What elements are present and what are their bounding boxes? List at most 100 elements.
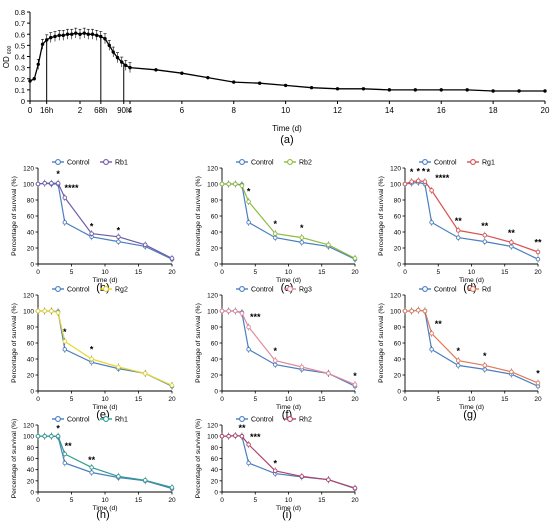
e-data-point	[116, 364, 121, 370]
b-data-point	[116, 234, 121, 240]
d-data-point	[482, 239, 488, 244]
c-x-tick-label: 5	[253, 269, 257, 276]
g-data-point	[429, 347, 434, 352]
d-y-tick-label: 20	[394, 246, 402, 253]
c-legend-marker	[287, 159, 293, 165]
f-x-tick-label: 10	[285, 396, 293, 403]
b-data-point	[55, 180, 61, 186]
c-significance-mark: *	[300, 223, 304, 233]
f-data-point	[272, 358, 278, 363]
e-y-tick-label: 60	[27, 341, 35, 348]
i-data-point	[326, 477, 331, 482]
h-x-tick-label: 10	[101, 497, 109, 504]
a-data-point	[70, 32, 74, 36]
h-legend-marker	[55, 416, 61, 422]
b-legend-marker	[55, 159, 61, 165]
h-series-line-treatment	[38, 435, 173, 489]
e-legend-label: Control	[67, 287, 90, 294]
f-y-tick-label: 60	[211, 341, 219, 348]
d-y-tick-label: 120	[390, 166, 401, 173]
g-data-point	[416, 307, 421, 313]
b-x-label: Time (d)	[92, 277, 117, 284]
f-data-point	[233, 308, 238, 314]
c-y-tick-label: 120	[207, 166, 218, 173]
a-data-point	[491, 89, 495, 93]
b-x-tick-label: 15	[135, 269, 143, 276]
c-legend-label: Rb2	[299, 160, 312, 167]
g-x-label: Time (d)	[459, 404, 484, 411]
a-x-tick-label: 12	[333, 106, 342, 115]
a-data-point	[99, 34, 103, 39]
g-panel-label: (g)	[463, 409, 476, 421]
h-x-tick-label: 0	[36, 497, 40, 504]
d-data-point	[455, 228, 461, 233]
a-x-tick-label: 90h	[117, 106, 130, 115]
i-data-point	[219, 433, 225, 439]
a-data-point	[361, 87, 366, 91]
i-x-tick-label: 0	[220, 497, 224, 504]
a-data-point	[124, 63, 128, 68]
a-data-point	[439, 88, 443, 92]
i-legend-marker	[239, 416, 245, 422]
i-y-tick-label: 100	[207, 434, 218, 441]
g-y-tick-label: 80	[394, 325, 402, 332]
b-y-label: Percentage of survival (%)	[11, 176, 18, 256]
h-x-tick-label: 15	[135, 497, 143, 504]
a-x-tick-label: 4	[128, 106, 133, 115]
b-series-line-treatment	[37, 182, 173, 259]
h-data-point	[89, 465, 94, 470]
d-significance-mark: **	[534, 238, 542, 248]
f-data-point	[299, 364, 305, 370]
h-y-label: Percentage of survival (%)	[11, 419, 18, 499]
c-data-point	[233, 181, 238, 187]
c-data-point	[246, 220, 251, 225]
g-data-point	[509, 369, 514, 375]
f-series-line-treatment	[222, 310, 356, 386]
h-data-point	[62, 451, 68, 457]
a-data-point	[128, 65, 132, 70]
h-x-tick-label: 20	[168, 497, 176, 504]
f-data-point	[246, 324, 251, 330]
d-y-tick-label: 80	[394, 198, 402, 205]
b-significance-mark: *	[56, 169, 60, 179]
i-data-point	[246, 460, 251, 466]
c-significance-mark: *	[247, 186, 251, 196]
f-legend-marker	[239, 286, 245, 292]
d-significance-mark: *	[417, 166, 421, 176]
f-y-tick-label: 80	[211, 325, 219, 332]
i-x-tick-label: 15	[318, 497, 326, 504]
i-data-point	[272, 468, 278, 474]
a-data-point	[82, 31, 86, 35]
a-y-tick-label: 0.4	[15, 53, 25, 62]
d-x-tick-label: 20	[534, 269, 542, 276]
g-x-tick-label: 20	[534, 396, 542, 403]
e-y-tick-label: 0	[30, 389, 34, 396]
a-x-tick-label: 16h	[40, 106, 53, 115]
a-data-point	[57, 33, 61, 38]
h-series-line-control	[38, 435, 173, 490]
c-x-tick-label: 0	[220, 269, 224, 276]
d-significance-mark: **	[481, 221, 489, 231]
b-y-tick-label: 120	[23, 166, 34, 173]
h-x-label: Time (d)	[92, 505, 117, 512]
b-data-point	[169, 256, 175, 261]
b-y-tick-label: 20	[27, 246, 35, 253]
d-significance-mark: *	[427, 167, 431, 177]
i-y-tick-label: 0	[214, 490, 218, 497]
e-x-tick-label: 5	[70, 396, 74, 403]
c-data-point	[219, 181, 225, 187]
a-data-point	[40, 42, 45, 46]
h-y-tick-label: 20	[27, 478, 35, 485]
c-data-point	[299, 235, 305, 240]
c-legend-label: Control	[251, 160, 274, 167]
e-data-point	[62, 347, 68, 352]
b-legend-label: Rb1	[115, 160, 128, 167]
a-data-point	[335, 87, 340, 91]
h-data-point	[55, 433, 61, 439]
f-x-tick-label: 15	[318, 396, 326, 403]
a-data-point	[36, 62, 40, 66]
i-data-point	[226, 433, 231, 439]
g-data-point	[455, 358, 461, 363]
chart-i: 0 20 40 60 80 100 120 0 5 10 15 20 Percentage of sur…	[195, 416, 359, 521]
